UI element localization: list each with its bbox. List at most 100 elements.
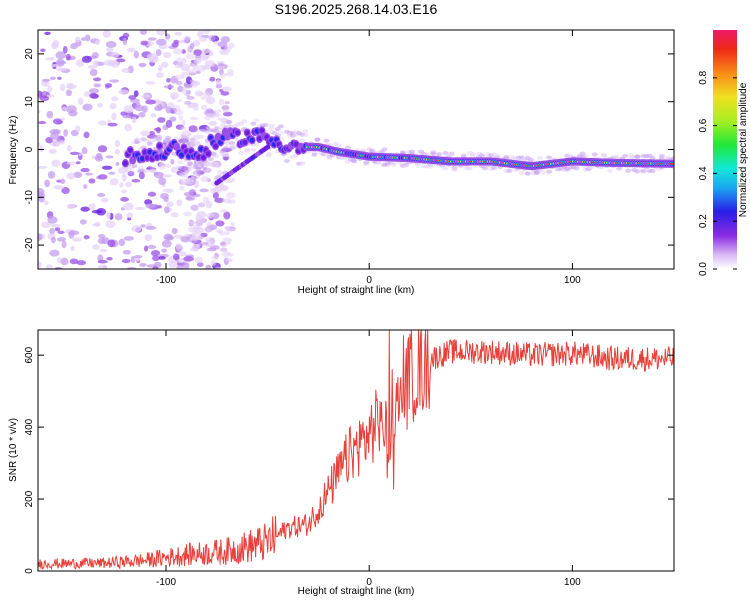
noise-cell	[111, 51, 120, 58]
noise-cell	[185, 195, 193, 201]
noise-cell	[80, 206, 90, 212]
noise-cell	[108, 171, 116, 175]
noise-cell	[38, 142, 41, 147]
noise-cell	[189, 239, 199, 244]
noise-cell	[60, 178, 66, 185]
noise-cell	[175, 165, 182, 169]
noise-cell	[156, 148, 163, 154]
noise-cell	[220, 91, 230, 96]
noise-cell	[145, 81, 156, 85]
noise-cell	[123, 105, 134, 113]
halo-cell	[482, 166, 489, 171]
ridge-mid-cell	[127, 147, 133, 153]
noise-cell	[188, 125, 198, 133]
snr-x-axis-label: Height of straight line (km)	[298, 586, 415, 597]
noise-cell	[121, 68, 131, 74]
y-tick-label: 0	[24, 568, 35, 574]
ridge-mid-cell	[235, 129, 241, 136]
noise-cell	[210, 260, 217, 266]
colorbar-ticks: 0.0 0.2 0.4 0.6 0.8	[698, 70, 737, 276]
noise-cell	[193, 57, 202, 64]
noise-cell	[161, 248, 168, 253]
halo-cell	[180, 134, 187, 139]
noise-cell	[224, 139, 230, 147]
noise-cell	[188, 63, 196, 68]
noise-cell	[168, 261, 178, 268]
snr-series-line	[38, 330, 674, 571]
noise-cell	[220, 209, 229, 213]
noise-cell	[169, 91, 179, 100]
x-tick-label: 0	[366, 275, 372, 286]
noise-cell	[123, 236, 134, 241]
noise-cell	[99, 248, 108, 253]
heatmap-x-ticks: -100 0 100	[156, 30, 581, 286]
halo-cell	[195, 166, 202, 171]
halo-cell	[299, 138, 306, 143]
noise-cell	[158, 177, 167, 186]
halo-cell	[283, 158, 290, 163]
halo-cell	[591, 152, 598, 157]
noise-cell	[48, 148, 57, 154]
noise-cell	[185, 53, 195, 60]
halo-cell	[436, 152, 443, 157]
colorbar: 0.0 0.2 0.4 0.6 0.8 Normalized spectral ampl…	[698, 30, 749, 276]
halo-cell	[137, 165, 144, 170]
colorbar-tick-label: 0.8	[698, 70, 709, 84]
noise-cell	[81, 55, 92, 63]
halo-cell	[222, 146, 229, 151]
noise-cell	[46, 94, 55, 98]
noise-cell	[210, 187, 217, 194]
noise-cell	[51, 159, 61, 167]
ridge-mid-cell	[220, 135, 226, 141]
noise-cell	[45, 264, 54, 269]
noise-cell	[211, 255, 219, 260]
noise-cell	[82, 103, 93, 111]
noise-cell	[49, 76, 56, 81]
noise-cell	[152, 266, 159, 269]
halo-cell	[539, 170, 546, 175]
noise-cell	[79, 219, 87, 225]
noise-cell	[180, 71, 188, 76]
noise-cell	[222, 108, 229, 113]
y-tick-label: 400	[24, 418, 35, 435]
halo-cell	[180, 139, 187, 144]
noise-cell	[73, 171, 83, 178]
ridge-mid-cell	[293, 141, 299, 147]
halo-cell	[238, 150, 245, 155]
noise-cell	[173, 234, 184, 239]
y-tick-label: 600	[24, 346, 35, 363]
noise-cell	[111, 96, 119, 101]
halo-cell	[533, 171, 540, 176]
noise-cell	[138, 111, 146, 118]
noise-cell	[202, 196, 210, 204]
halo-cell	[177, 160, 184, 165]
noise-cell	[75, 59, 85, 67]
y-tick-label: 20	[24, 48, 35, 60]
x-tick-label: -100	[156, 577, 176, 588]
colorbar-tick-label: 0.2	[698, 214, 709, 228]
noise-cell	[220, 36, 230, 44]
noise-cell	[88, 88, 99, 94]
noise-cell	[178, 115, 184, 121]
noise-cell	[97, 145, 108, 153]
ridge-mid-cell	[242, 139, 248, 145]
halo-cell	[350, 159, 357, 164]
noise-cell	[70, 43, 78, 50]
noise-cell	[89, 68, 98, 77]
noise-cell	[76, 260, 86, 266]
noise-cell	[190, 204, 199, 211]
noise-cell	[50, 223, 61, 228]
noise-cell	[210, 115, 215, 119]
noise-cell	[165, 105, 172, 114]
noise-cell	[178, 251, 187, 257]
noise-cell	[120, 111, 127, 116]
noise-cell	[166, 201, 174, 208]
noise-cell	[134, 207, 146, 211]
noise-cell	[217, 65, 226, 70]
noise-cell	[196, 65, 207, 72]
x-tick-label: 100	[564, 275, 581, 286]
noise-cell	[66, 82, 74, 90]
ridge-mid-cell	[142, 149, 148, 155]
halo-cell	[408, 149, 415, 154]
noise-cell	[105, 220, 116, 228]
